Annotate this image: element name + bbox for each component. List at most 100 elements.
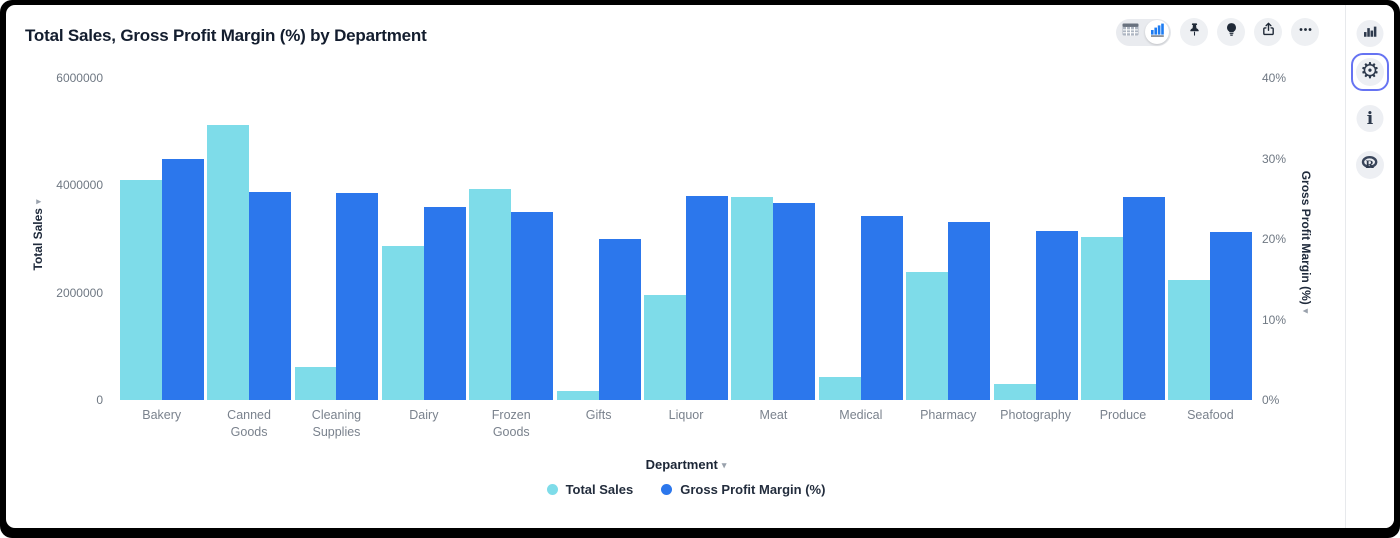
lightbulb-icon [1224,22,1239,42]
x-tick-medical: Medical [839,408,883,422]
r-logo-icon: R [1361,155,1379,176]
bar-total-sales-canned-goods[interactable] [207,124,250,400]
bar-gross-profit-margin-meat[interactable] [773,202,816,400]
bar-group-pharmacy [905,78,992,400]
insights-button[interactable] [1217,18,1245,46]
bar-group-photography [992,78,1079,400]
y-tick-label: 10% [1262,312,1287,327]
bar-total-sales-pharmacy[interactable] [906,272,949,400]
bar-group-gifts [555,78,642,400]
gear-icon: ⚙ [1360,59,1380,84]
sidebar-r-button[interactable]: R [1356,151,1384,179]
view-toggle [1116,18,1171,46]
x-tick-dairy: Dairy [409,408,439,422]
x-tick-photography: Photography [1000,408,1072,422]
chevron-down-icon: ▾ [1301,308,1311,314]
y-tick-label: 0% [1262,393,1280,407]
bar-total-sales-meat[interactable] [731,197,774,400]
bar-gross-profit-margin-produce[interactable] [1122,197,1165,400]
chart-view-button[interactable] [1145,20,1169,44]
bar-total-sales-bakery[interactable] [119,179,162,400]
bar-group-bakery [118,78,205,400]
pin-button[interactable] [1180,18,1208,46]
bar-group-meat [730,78,817,400]
bar-group-cleaning-supplies [293,78,380,400]
legend-label: Gross Profit Margin (%) [680,482,826,497]
svg-text:R: R [1366,159,1375,171]
y-tick-label: 4000000 [56,178,103,193]
bar-total-sales-medical[interactable] [818,377,861,400]
bar-gross-profit-margin-photography[interactable] [1035,230,1078,400]
bar-total-sales-dairy[interactable] [381,245,424,400]
page-title: Total Sales, Gross Profit Margin (%) by … [25,26,427,45]
chevron-down-icon: ▾ [33,199,43,205]
bar-total-sales-photography[interactable] [993,383,1036,400]
legend-item-total-sales[interactable]: Total Sales [546,482,634,497]
bar-group-liquor [642,78,729,400]
x-tick-frozen-goods: Frozen Goods [491,408,531,439]
ellipsis-icon [1298,22,1313,42]
chart-toolbar [1116,18,1319,46]
sidebar-info-button[interactable]: i [1356,105,1384,132]
info-icon: i [1366,108,1374,129]
chevron-down-icon: ▾ [721,460,727,470]
legend-label: Total Sales [565,482,634,497]
bar-gross-profit-margin-liquor[interactable] [686,196,728,400]
table-view-button[interactable] [1118,21,1143,44]
export-button[interactable] [1254,18,1282,46]
bar-group-medical [817,78,904,400]
x-tick-liquor: Liquor [668,408,704,422]
bar-group-seafood [1167,78,1254,400]
bar-gross-profit-margin-seafood[interactable] [1210,231,1253,400]
x-axis-label[interactable]: Department ▾ [645,457,727,472]
sidebar-chart-button[interactable] [1356,20,1384,47]
bar-gross-profit-margin-canned-goods[interactable] [249,192,292,400]
chart-card: Total Sales, Gross Profit Margin (%) by … [6,5,1394,528]
plot-area [118,78,1254,400]
y-axis-right-ticks: 0% 10% 20% 30% 40% [1262,5,1322,528]
bar-total-sales-frozen-goods[interactable] [469,188,512,400]
bar-gross-profit-margin-pharmacy[interactable] [948,222,991,400]
sidebar-settings-button[interactable]: ⚙ [1351,53,1389,91]
y-tick-label: 6000000 [56,71,103,85]
x-tick-bakery: Bakery [142,408,182,422]
y-tick-label: 40% [1262,71,1287,85]
x-tick-produce: Produce [1099,408,1147,422]
x-tick-gifts: Gifts [585,408,612,422]
bar-gross-profit-margin-gifts[interactable] [598,239,641,400]
more-button[interactable] [1291,18,1319,46]
y-tick-label: 2000000 [56,285,103,300]
bar-chart-icon [1363,24,1378,44]
legend-dot-icon [661,484,673,495]
bar-gross-profit-margin-frozen-goods[interactable] [511,211,554,400]
bar-gross-profit-margin-cleaning-supplies[interactable] [336,193,379,400]
right-sidebar: ⚙ i R [1345,5,1394,528]
y-axis-right-label[interactable]: Gross Profit Margin (%)▾ [1299,170,1313,314]
bar-total-sales-gifts[interactable] [556,391,599,400]
bar-group-canned-goods [205,78,292,400]
bar-total-sales-produce[interactable] [1081,237,1123,400]
bar-group-dairy [380,78,467,400]
bar-group-produce [1079,78,1166,400]
y-axis-left-label[interactable]: Total Sales▾ [31,199,45,271]
bar-total-sales-cleaning-supplies[interactable] [294,367,337,400]
bar-group-frozen-goods [468,78,555,400]
y-tick-label: 20% [1262,232,1287,246]
y-tick-label: 30% [1262,151,1287,166]
x-tick-seafood: Seafood [1187,408,1234,422]
bar-gross-profit-margin-medical[interactable] [860,216,903,400]
pin-icon [1187,22,1202,42]
bar-chart-icon [1150,23,1165,42]
bar-gross-profit-margin-bakery[interactable] [161,158,204,400]
legend: Total Sales Gross Profit Margin (%) [118,482,1254,497]
bar-total-sales-liquor[interactable] [644,295,687,400]
y-tick-label: 0 [96,393,103,407]
bar-gross-profit-margin-dairy[interactable] [423,206,466,400]
table-icon [1122,23,1139,41]
bar-total-sales-seafood[interactable] [1168,280,1211,400]
legend-dot-icon [546,484,558,495]
x-tick-cleaning-supplies: Cleaning Supplies [311,408,362,439]
share-icon [1261,22,1276,42]
legend-item-gross-profit-margin[interactable]: Gross Profit Margin (%) [661,482,825,497]
